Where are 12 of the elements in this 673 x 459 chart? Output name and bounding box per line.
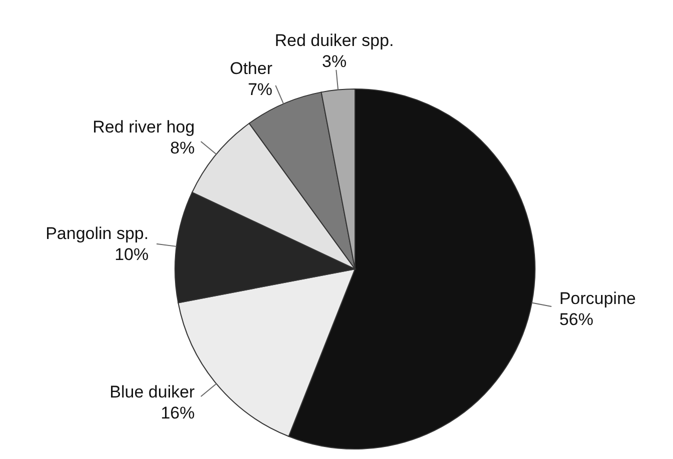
slice-label: Other (230, 59, 273, 78)
data-label: 7% (248, 80, 272, 100)
slice-label: Pangolin spp. (46, 224, 149, 243)
data-label: 8% (170, 138, 195, 158)
data-label: 3% (322, 52, 347, 71)
slice-label: Porcupine (559, 288, 636, 308)
data-label: 56% (559, 310, 594, 329)
slice-label: Red duiker spp. (274, 30, 394, 50)
slice-label: Red river hog (92, 117, 195, 136)
slice-label: Blue duiker (110, 382, 196, 402)
data-label: 16% (160, 404, 195, 423)
data-label: 10% (114, 244, 149, 264)
